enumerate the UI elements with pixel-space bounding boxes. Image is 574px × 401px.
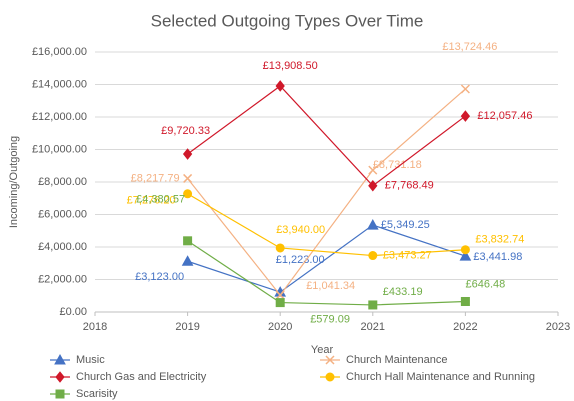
x-axis-label: Year bbox=[311, 344, 334, 356]
legend-marker bbox=[55, 389, 65, 399]
data-label: £12,057.46 bbox=[477, 110, 532, 122]
data-label: £13,724.46 bbox=[442, 41, 497, 53]
marker bbox=[183, 236, 193, 246]
marker bbox=[181, 255, 194, 266]
marker bbox=[460, 84, 470, 94]
data-label: £3,473.27 bbox=[383, 249, 432, 261]
legend-label: Scarisity bbox=[76, 388, 118, 400]
y-tick-label: £4,000.00 bbox=[38, 241, 87, 253]
data-label: £3,832.74 bbox=[475, 234, 524, 246]
legend-label: Church Maintenance bbox=[346, 354, 448, 366]
series-line bbox=[187, 85, 466, 187]
data-label: £3,441.98 bbox=[473, 251, 522, 263]
legend-marker bbox=[55, 371, 65, 383]
data-label: £7,768.49 bbox=[385, 180, 434, 192]
marker bbox=[275, 290, 285, 300]
legend-marker bbox=[325, 372, 335, 382]
y-tick-label: £10,000.00 bbox=[32, 143, 87, 155]
data-label: £5,349.25 bbox=[381, 219, 430, 231]
x-tick-label: 2022 bbox=[453, 321, 477, 333]
marker bbox=[275, 80, 285, 92]
x-tick-label: 2021 bbox=[361, 321, 385, 333]
x-tick-label: 2018 bbox=[83, 321, 107, 333]
legend-marker bbox=[54, 353, 66, 365]
data-label: £13,908.50 bbox=[263, 60, 318, 72]
legend-marker bbox=[325, 355, 335, 365]
y-tick-label: £14,000.00 bbox=[32, 78, 87, 90]
legend-label: Church Hall Maintenance and Running bbox=[346, 371, 535, 383]
marker bbox=[459, 250, 472, 261]
y-tick-label: £8,000.00 bbox=[38, 176, 87, 188]
y-tick-label: £12,000.00 bbox=[32, 111, 87, 123]
marker bbox=[275, 243, 285, 253]
data-label: £1,041.34 bbox=[306, 280, 355, 292]
marker bbox=[368, 179, 378, 192]
data-label: £433.19 bbox=[383, 286, 423, 298]
marker bbox=[368, 300, 378, 310]
data-label: £4,380.57 bbox=[136, 194, 185, 206]
marker bbox=[183, 173, 193, 183]
x-tick-label: 2020 bbox=[268, 321, 292, 333]
data-label: £646.48 bbox=[466, 278, 506, 290]
data-label: £7,276.20 bbox=[127, 195, 176, 207]
data-label: £8,731.18 bbox=[373, 159, 422, 171]
legend-label: Music bbox=[76, 354, 105, 366]
series-line bbox=[187, 88, 466, 297]
data-label: £9,720.33 bbox=[161, 125, 210, 137]
x-tick-label: 2023 bbox=[546, 321, 570, 333]
series-line bbox=[187, 240, 466, 306]
series-line bbox=[187, 224, 466, 293]
data-label: £579.09 bbox=[310, 313, 350, 325]
series-line bbox=[187, 193, 466, 257]
marker bbox=[183, 189, 193, 199]
legend-label: Church Gas and Electricity bbox=[76, 371, 207, 383]
data-label: £1,223.00 bbox=[276, 254, 325, 266]
marker bbox=[460, 245, 470, 255]
marker bbox=[182, 148, 193, 160]
marker bbox=[368, 165, 378, 175]
y-axis-label: Incoming/Outgoing bbox=[8, 136, 20, 228]
data-label: £3,123.00 bbox=[135, 271, 184, 283]
y-tick-label: £6,000.00 bbox=[38, 208, 87, 220]
marker bbox=[460, 110, 471, 122]
marker bbox=[460, 296, 470, 306]
data-label: £3,940.00 bbox=[276, 224, 325, 236]
marker bbox=[275, 298, 285, 308]
marker bbox=[368, 251, 378, 261]
chart-title: Selected Outgoing Types Over Time bbox=[151, 11, 424, 30]
y-tick-label: £2,000.00 bbox=[38, 273, 87, 285]
x-tick-label: 2019 bbox=[175, 321, 199, 333]
data-label: £8,217.79 bbox=[131, 172, 180, 184]
y-tick-label: £0.00 bbox=[59, 306, 87, 318]
marker bbox=[366, 219, 379, 230]
y-tick-label: £16,000.00 bbox=[32, 46, 87, 58]
